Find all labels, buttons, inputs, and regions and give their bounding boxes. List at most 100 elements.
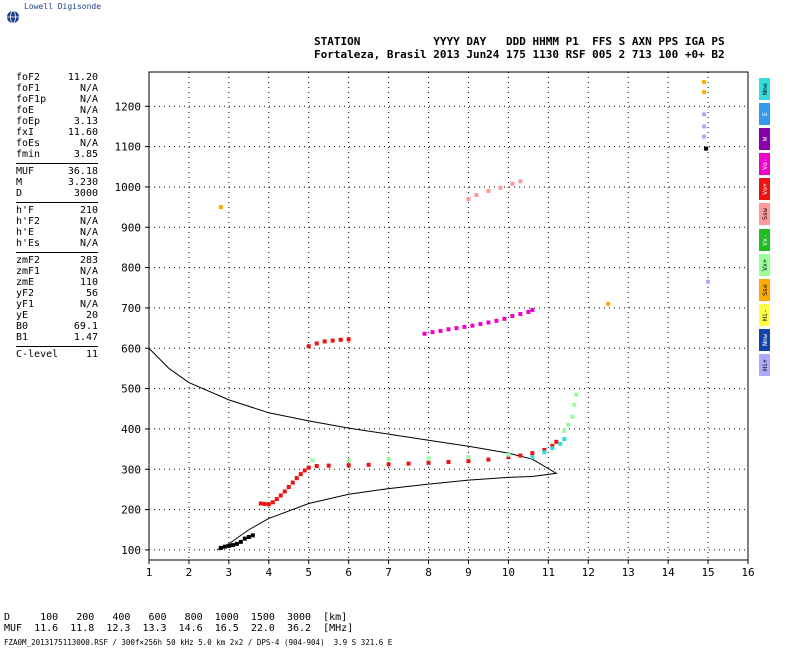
logo: Lowell Digisonde [6,2,206,26]
legend-item: Sse [759,278,770,301]
separator [16,252,98,253]
legend-label: W [760,137,769,142]
x-tick-label: 8 [425,566,432,579]
x-tick-label: 4 [265,566,272,579]
muf-table: D 100 200 400 600 800 1000 1500 3000 [km… [4,612,353,634]
param-label: yF1 [16,299,35,310]
muf-frequency-row: MUF 11.6 11.8 12.3 13.3 14.6 16.5 22.0 3… [4,623,353,634]
param-value: 36.18 [67,166,98,177]
param-ye: yE 20 [16,310,98,321]
param-b0: B0 69.1 [16,321,98,332]
y-tick-label: 700 [121,302,141,315]
param-label: B1 [16,332,29,343]
trace-point [506,452,511,457]
param-he: h'E N/A [16,227,98,238]
trace-point [326,463,331,468]
trace-point [282,489,287,494]
trace-point [250,533,255,538]
param-muf: MUF 36.18 [16,166,98,177]
trace-point [486,320,491,325]
x-tick-label: 10 [502,566,515,579]
legend-label: Hi+ [760,359,769,371]
param-yf2: yF2 56 [16,288,98,299]
x-tick-label: 14 [662,566,676,579]
param-label: B0 [16,321,29,332]
param-fmin: fmin 3.85 [16,149,98,160]
param-value: 283 [79,255,98,266]
param-label: foF1 [16,83,41,94]
legend-item: W [759,128,770,151]
x-tick-label: 6 [345,566,352,579]
param-fof1: foF1 N/A [16,83,98,94]
x-tick-label: 1 [146,566,153,579]
trace-point [706,279,711,284]
trace-point [542,450,547,455]
x-tick-label: 2 [186,566,193,579]
trace-point [478,322,483,327]
trace-point [530,307,535,312]
trace-point [542,447,547,452]
trace-point [702,112,707,117]
plot-frame [148,71,749,561]
trace-point [298,472,303,477]
y-tick-label: 1100 [115,141,142,154]
trace-point [462,324,467,329]
param-label: fxI [16,127,35,138]
d-unit: [km] [323,612,348,623]
y-tick-label: 200 [121,504,141,517]
trace-point [498,185,503,190]
param-value: N/A [79,94,98,105]
legend-item: Hi+ [759,354,770,377]
trace-point [258,501,263,506]
legend-item: Vx+ [759,253,770,276]
trace-point [278,493,283,498]
separator [16,346,98,347]
trace-point [238,539,243,544]
trace-point [510,314,515,318]
legend-label: Vo- [760,158,769,171]
x-tick-label: 5 [305,566,312,579]
legend-item: Nne [759,78,770,100]
trace-point [426,456,431,461]
legend-item: Vx- [759,228,770,251]
logo-text: Lowell Digisonde [24,2,102,11]
parameter-panel: foF2 11.20 foF1 N/A foF1p N/A foE N/A foEp 3.13 fx… [16,72,98,360]
legend-label: E [760,112,769,117]
trace-point [702,90,707,95]
trace-point [702,134,707,139]
y-tick-label: 1200 [115,100,142,113]
y-tick-label: 900 [121,221,141,234]
y-tick-label: 800 [121,262,141,275]
param-d: D 3000 [16,188,98,199]
trace-point [530,451,535,456]
trace-point [446,327,451,332]
param-clevel: C-level 11 [16,349,98,360]
trace-point [470,323,475,328]
globe-icon [7,10,19,24]
y-tick-label: 100 [121,544,141,557]
trace-point [422,331,427,336]
param-label: h'E [16,227,35,238]
trace-point [386,462,391,467]
param-yf1: yF1 N/A [16,299,98,310]
trace-point [366,462,371,467]
param-value: 1.47 [73,332,98,343]
trace-point [526,309,531,314]
muf-label: MUF [4,623,23,634]
param-label: zmF2 [16,255,41,266]
param-value: 11.20 [67,72,98,83]
legend-item: Nnw [759,328,770,351]
param-value: N/A [79,138,98,149]
trace-point [572,402,577,407]
param-m: M 3.230 [16,177,98,188]
trace-point [474,193,479,198]
trace-point [518,453,523,458]
legend-label: Vo+ [760,183,769,196]
trace-point [530,455,535,460]
legend-item: Vo+ [759,178,770,201]
header-values: Fortaleza, Brasil 2013 Jun24 175 1130 RS… [314,48,725,61]
trace-point [566,422,571,427]
trace-point [306,344,311,349]
trace-point [606,301,611,306]
